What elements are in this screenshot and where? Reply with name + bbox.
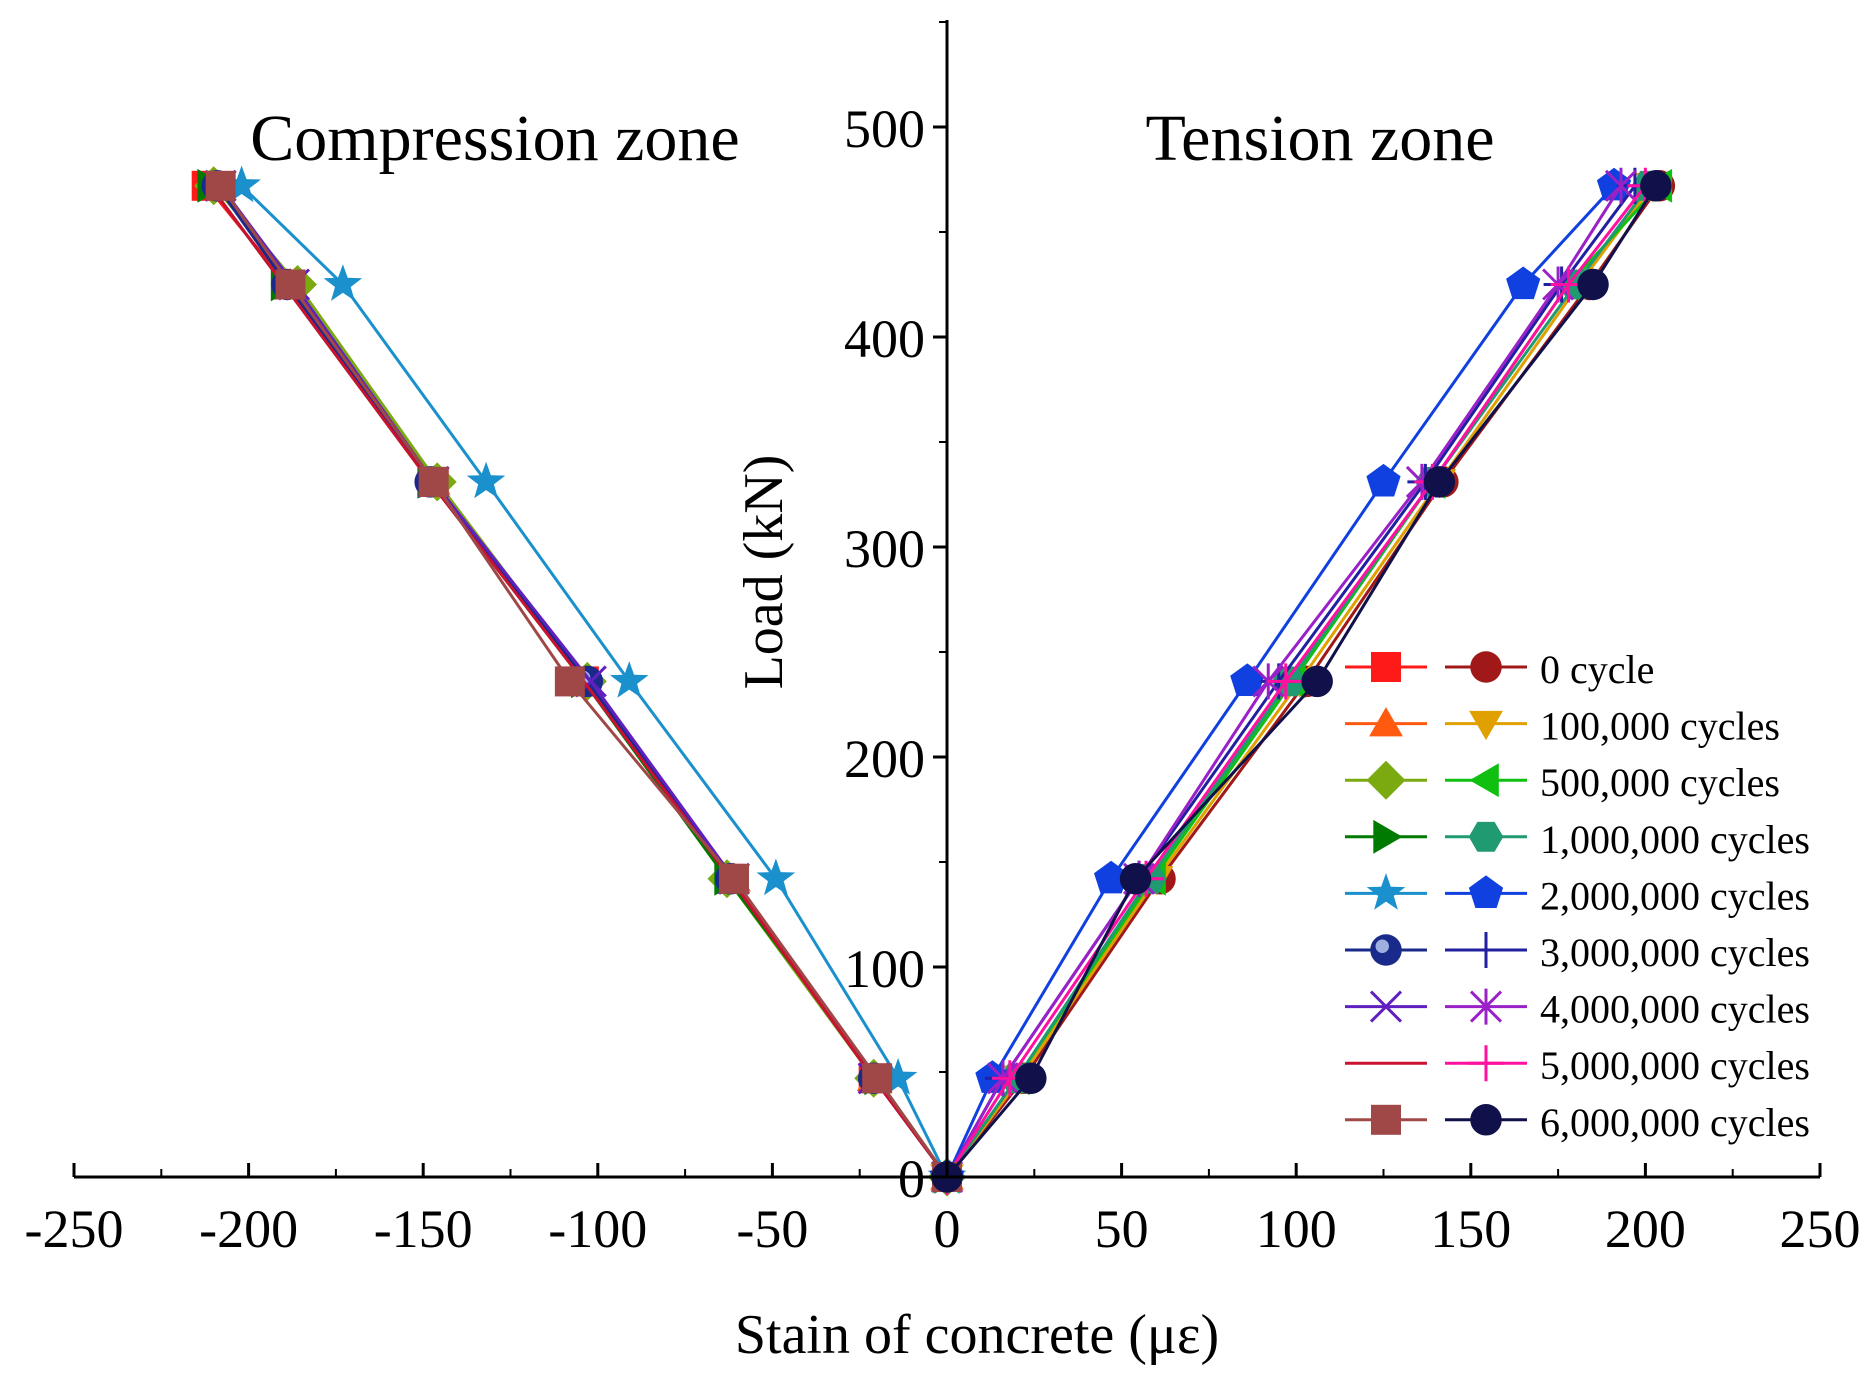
data-point [418,466,449,497]
y-axis-title: Load (kN) [733,455,795,690]
legend-marker [1366,760,1406,800]
x-tick-label: 250 [1780,1199,1861,1259]
x-tick-label: -50 [736,1199,808,1259]
legend-marker [1371,652,1401,682]
legend-label: 4,000,000 cycles [1540,987,1810,1032]
y-tick-label: 500 [844,99,925,159]
legend-marker [1370,934,1402,966]
data-point [1301,665,1333,698]
legend-label: 100,000 cycles [1540,704,1780,749]
x-tick-label: 50 [1095,1199,1149,1259]
legend-marker [1468,1045,1504,1082]
legend-label: 1,000,000 cycles [1540,817,1810,862]
y-tick-label: 400 [844,309,925,369]
legend: 0 cycle 100,000 cycles 500,000 cycles 1,000… [1345,647,1810,1145]
legend-entry: 6,000,000 cycles [1345,1100,1810,1145]
data-point [1640,170,1672,202]
legend-entry: 0 cycle [1345,647,1654,692]
legend-marker [1468,821,1504,852]
data-point [466,461,506,499]
legend-marker [1371,1104,1401,1135]
legend-marker [1469,710,1503,741]
data-point [1604,167,1638,204]
x-tick-label: 200 [1605,1199,1686,1259]
legend-entry: 100,000 cycles [1345,704,1780,749]
data-point [1119,863,1152,895]
data-point [1366,463,1401,497]
legend-marker [1469,763,1499,798]
legend-entry: 4,000,000 cycles [1345,987,1810,1032]
y-tick-label: 100 [844,939,925,999]
data-point [610,661,649,698]
legend-marker [1366,873,1406,910]
data-point [222,165,261,203]
x-tick-label: -250 [25,1199,124,1259]
data-point [1596,167,1632,201]
data-point [1015,1062,1047,1095]
legend-marker [1468,875,1504,908]
legend-label: 6,000,000 cycles [1540,1100,1810,1145]
x-tick-label: -150 [374,1199,473,1259]
x-tick-label: 100 [1256,1199,1337,1259]
data-point [1423,466,1456,498]
data-point [554,666,585,697]
legend-marker [1369,707,1403,737]
x-tick-label: -200 [199,1199,298,1259]
legend-label: 5,000,000 cycles [1540,1043,1810,1088]
legend-entry: 500,000 cycles [1345,760,1780,805]
legend-label: 0 cycle [1540,647,1654,692]
series-layer [191,165,1676,1197]
data-point [1094,860,1129,894]
data-point [878,1058,918,1095]
series-16 [205,170,962,1192]
legend-label: 3,000,000 cycles [1540,930,1810,975]
legend-marker [1470,1104,1502,1136]
data-point [1230,663,1265,696]
legend-entry: 2,000,000 cycles [1345,873,1810,918]
data-point [756,858,796,896]
data-point [275,269,306,300]
data-point [1506,266,1541,300]
x-axis-title: Stain of concrete (με) [735,1304,1219,1366]
data-point [205,170,236,201]
label-layer: Stain of concrete (με) Load (kN) Compres… [250,102,1494,1366]
legend-entry: 5,000,000 cycles [1345,1043,1810,1088]
data-point [1577,268,1609,301]
tension-zone-annotation: Tension zone [1145,102,1494,175]
x-tick-label: -100 [548,1199,647,1259]
x-tick-label: 150 [1430,1199,1511,1259]
legend-marker [1369,990,1403,1023]
y-tick-label: 0 [898,1149,925,1209]
legend-entry: 3,000,000 cycles [1345,930,1810,975]
legend-label: 500,000 cycles [1540,760,1780,805]
legend-label: 2,000,000 cycles [1540,873,1810,918]
legend-entry: 1,000,000 cycles [1345,817,1810,862]
x-tick-label: 0 [934,1199,961,1259]
data-point [323,264,363,301]
legend-marker [1373,819,1403,854]
legend-marker [1468,932,1504,968]
y-tick-label: 200 [844,729,925,789]
series-8 [222,165,967,1194]
compression-zone-annotation: Compression zone [250,102,739,175]
legend-marker [1470,651,1502,683]
data-point [1267,663,1304,700]
y-tick-label: 300 [844,519,925,579]
legend-marker [1469,988,1503,1025]
data-point [862,1063,893,1094]
data-point [718,863,749,894]
axis-layer: -250 -200 -150 -100 -50 0 50 100 150 200 250 0 100 20… [25,20,1861,1259]
series-17 [931,170,1672,1193]
